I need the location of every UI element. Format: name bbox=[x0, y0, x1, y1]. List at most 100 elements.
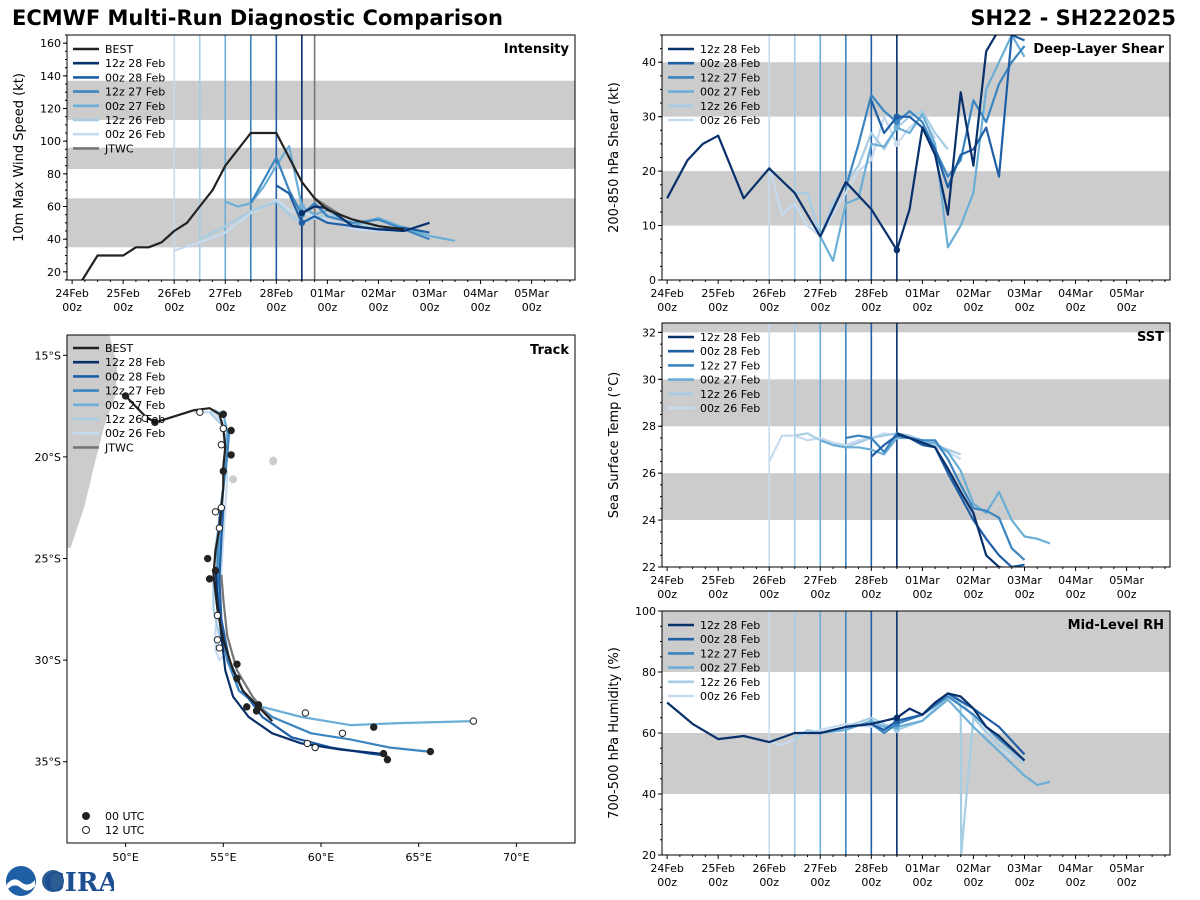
sst-xtick-label: 26Feb bbox=[752, 574, 785, 587]
track-ytick-label: 35°S bbox=[35, 756, 61, 769]
intensity-xtick-label: 04Mar bbox=[463, 287, 498, 300]
rh-xtick-label: 02Mar bbox=[956, 862, 991, 875]
panel-intensity: 2040608010012014016024Feb00z25Feb00z26Fe… bbox=[12, 34, 576, 314]
cira-logo: CIRA bbox=[6, 866, 114, 898]
sst-legend-label: 12z 26 Feb bbox=[700, 388, 760, 401]
intensity-xtick-label: 02Mar bbox=[361, 287, 396, 300]
sst-xtick-sublabel: 00z bbox=[964, 588, 984, 601]
track-line-00z-26-feb bbox=[194, 411, 229, 662]
track-ytick-label: 25°S bbox=[35, 553, 61, 566]
shear-xtick-sublabel: 00z bbox=[657, 301, 677, 314]
intensity-xtick-sublabel: 00z bbox=[62, 301, 82, 314]
panel-track: 50°E 55°E 60°E 65°E 70°E 15°S 20°S 25°S 30°S 35°S… bbox=[35, 334, 576, 864]
track-marker-00utc bbox=[252, 707, 261, 715]
track-marker-12utc bbox=[217, 504, 226, 512]
rh-legend-label: 00z 26 Feb bbox=[700, 690, 760, 703]
sst-legend-label: 00z 26 Feb bbox=[700, 402, 760, 415]
sst-legend-label: 00z 27 Feb bbox=[700, 374, 760, 387]
rh-xtick-sublabel: 00z bbox=[964, 876, 984, 889]
shear-legend-label: 12z 27 Feb bbox=[700, 71, 760, 84]
track-marker-00utc bbox=[243, 703, 251, 711]
rh-xtick-label: 24Feb bbox=[650, 862, 683, 875]
sst-band-1 bbox=[662, 379, 1170, 427]
rh-xtick-sublabel: 00z bbox=[912, 876, 932, 889]
track-marker-12utc bbox=[215, 524, 224, 532]
intensity-xtick-sublabel: 00z bbox=[471, 301, 491, 314]
shear-xtick-label: 25Feb bbox=[701, 287, 734, 300]
rh-ytick-label: 100 bbox=[635, 605, 656, 618]
sst-ytick-label: 24 bbox=[642, 514, 656, 527]
intensity-xtick-sublabel: 00z bbox=[317, 301, 337, 314]
track-marker-12utc bbox=[196, 408, 204, 416]
shear-xtick-sublabel: 00z bbox=[912, 301, 932, 314]
shear-xtick-sublabel: 00z bbox=[1015, 301, 1035, 314]
sst-panel-title: SST bbox=[1137, 330, 1164, 345]
track-marker-12utc bbox=[215, 644, 224, 652]
sst-xtick-label: 05Mar bbox=[1109, 574, 1144, 587]
shear-marker bbox=[893, 246, 901, 254]
track-marker-00utc bbox=[211, 567, 220, 575]
noaa-wave-icon bbox=[7, 879, 35, 891]
rh-legend-label: 12z 28 Feb bbox=[700, 619, 760, 632]
sst-series-12z-27-feb bbox=[845, 432, 1026, 561]
intensity-legend-label: BEST bbox=[105, 43, 133, 56]
intensity-band-1 bbox=[67, 147, 575, 169]
rh-ylabel: 700-500 hPa Humidity (%) bbox=[607, 647, 622, 819]
track-marker-00utc bbox=[227, 451, 235, 459]
track-legend-label: JTWC bbox=[104, 441, 134, 454]
shear-xtick-sublabel: 00z bbox=[759, 301, 779, 314]
shear-ytick-label: 20 bbox=[642, 165, 656, 178]
shear-marker bbox=[893, 113, 901, 120]
rh-legend-label: 12z 26 Feb bbox=[700, 676, 760, 689]
track-marker-00utc bbox=[219, 467, 228, 475]
sst-ytick-label: 32 bbox=[642, 326, 656, 339]
reunion-island bbox=[229, 475, 238, 484]
track-marker-00utc bbox=[219, 410, 228, 418]
shear-xtick-sublabel: 00z bbox=[708, 301, 728, 314]
intensity-ytick-label: 140 bbox=[40, 70, 61, 83]
track-marker-12utc bbox=[338, 729, 347, 737]
shear-xtick-sublabel: 00z bbox=[964, 301, 984, 314]
rh-xtick-sublabel: 00z bbox=[1015, 876, 1035, 889]
track-legend-label: 00z 28 Feb bbox=[105, 370, 165, 383]
mauritius-island bbox=[269, 456, 278, 466]
intensity-xtick-label: 05Mar bbox=[514, 287, 549, 300]
rh-xtick-label: 27Feb bbox=[804, 862, 837, 875]
intensity-xtick-label: 03Mar bbox=[412, 287, 447, 300]
rh-xtick-label: 04Mar bbox=[1058, 862, 1093, 875]
logo-text: CIRA bbox=[44, 868, 114, 898]
rh-xtick-label: 01Mar bbox=[905, 862, 940, 875]
track-marker-12utc bbox=[311, 743, 319, 752]
rh-xtick-sublabel: 00z bbox=[810, 876, 830, 889]
intensity-ylabel: 10m Max Wind Speed (kt) bbox=[12, 73, 27, 242]
intensity-xtick-sublabel: 00z bbox=[266, 301, 286, 314]
shear-xtick-sublabel: 00z bbox=[1066, 301, 1086, 314]
track-legend-label: 12z 27 Feb bbox=[105, 385, 165, 398]
intensity-plot-area bbox=[67, 35, 575, 280]
track-xtick-label: 70°E bbox=[503, 851, 529, 864]
sst-xtick-sublabel: 00z bbox=[1015, 588, 1035, 601]
track-marker-00utc bbox=[233, 660, 241, 668]
rh-plot-area bbox=[662, 611, 1170, 855]
track-marker-00utc bbox=[370, 723, 378, 731]
intensity-legend-label: 12z 26 Feb bbox=[105, 114, 165, 127]
intensity-band-0 bbox=[67, 198, 575, 248]
intensity-xtick-label: 27Feb bbox=[209, 287, 242, 300]
intensity-legend-label: 00z 26 Feb bbox=[105, 128, 165, 141]
intensity-marker bbox=[298, 219, 306, 227]
track-xtick-label: 55°E bbox=[210, 851, 236, 864]
rh-legend-label: 12z 27 Feb bbox=[700, 647, 760, 660]
track-marker-12utc bbox=[213, 611, 222, 620]
shear-xtick-sublabel: 00z bbox=[861, 301, 881, 314]
shear-series-00z-26-feb bbox=[768, 115, 937, 238]
rh-ytick-label: 20 bbox=[642, 849, 656, 862]
intensity-legend-label: JTWC bbox=[104, 142, 134, 155]
shear-legend-label: 00z 27 Feb bbox=[700, 86, 760, 99]
track-line-12z-27-feb bbox=[216, 430, 429, 753]
track-marker-00utc bbox=[254, 701, 263, 709]
sst-series-00z-27-feb bbox=[819, 436, 1051, 545]
sst-plot-area bbox=[662, 323, 1170, 567]
sst-xtick-sublabel: 00z bbox=[861, 588, 881, 601]
intensity-xtick-sublabel: 00z bbox=[369, 301, 389, 314]
